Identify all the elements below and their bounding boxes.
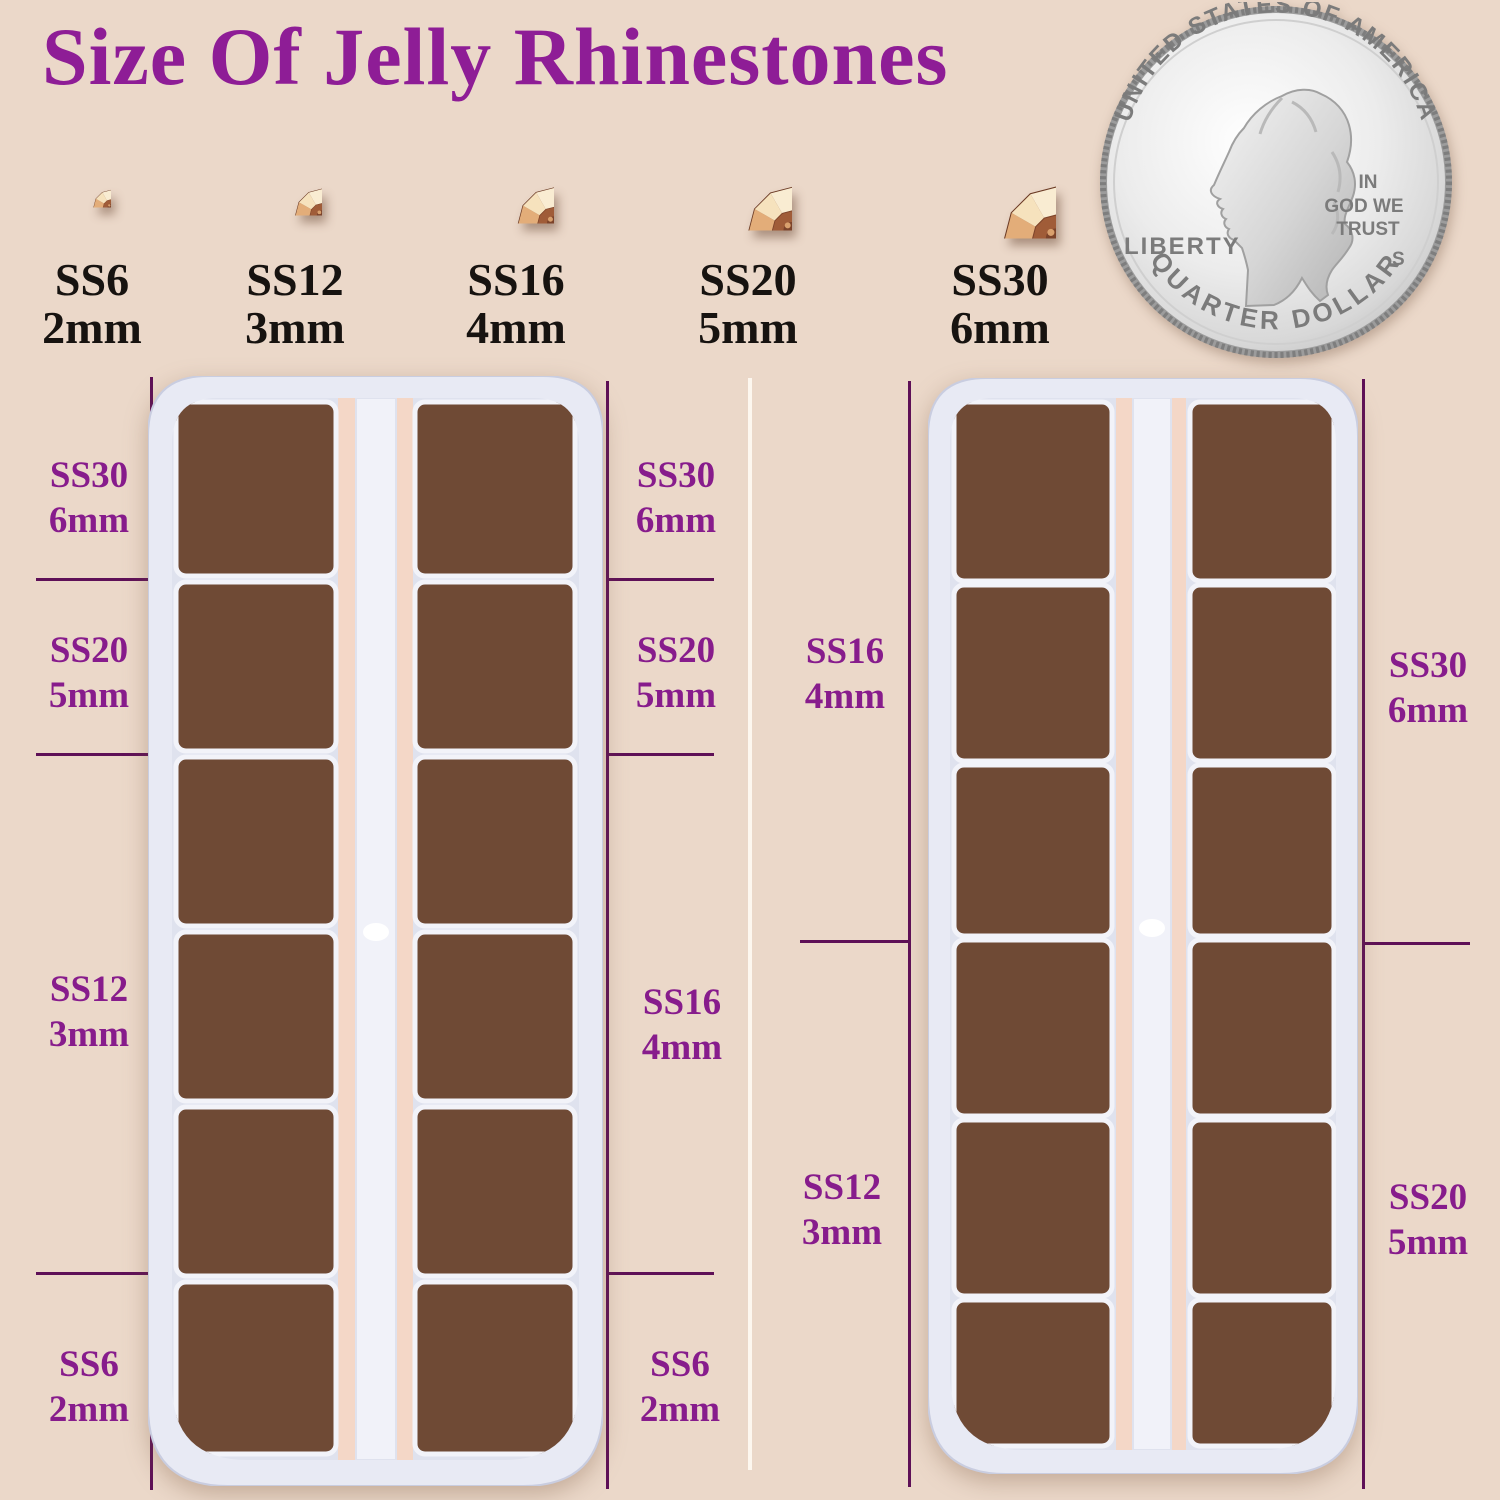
hinge-highlight — [1139, 919, 1165, 937]
label-left-box-right-ss16: SS16 4mm — [641, 982, 723, 1068]
sample-stone-ss16 — [476, 146, 554, 229]
coin-motto-line3: TRUST — [1336, 219, 1400, 240]
cell-l6-ss12 — [951, 1297, 1115, 1449]
cell-r2-ss20 — [412, 579, 578, 754]
cell-r3-ss16 — [412, 754, 578, 929]
tick-left-b — [36, 753, 153, 756]
coin-motto-line2: GOD WE — [1324, 196, 1403, 217]
tick-right-inner — [800, 940, 911, 943]
coin-mint-mark: S — [1392, 249, 1405, 270]
right-rhinestone-box — [928, 378, 1358, 1474]
cell-r5-ss20 — [1187, 1117, 1336, 1299]
cell-r3-ss30 — [1187, 762, 1336, 939]
cell-l3-ss16 — [951, 762, 1115, 939]
sample-stone-ss30 — [944, 127, 1056, 244]
tick-right-outer — [1362, 942, 1470, 945]
cell-l2-ss16 — [951, 582, 1115, 764]
cell-l1-ss16 — [951, 399, 1115, 584]
washington-profile — [1209, 88, 1356, 308]
cell-l5-ss12 — [173, 1104, 339, 1279]
cell-l2-ss20 — [173, 579, 339, 754]
sample-label-ss6: SS6 2mm — [42, 254, 142, 353]
label-left-box-left-ss20: SS20 5mm — [48, 630, 130, 716]
divider-line-center — [748, 378, 752, 1470]
tick-left-inner-a — [606, 578, 714, 581]
guide-line-right-outer — [1362, 379, 1365, 1489]
sample-label-ss16: SS16 4mm — [466, 254, 566, 353]
label-left-box-left-ss12: SS12 3mm — [48, 969, 130, 1055]
guide-line-right-inner — [908, 381, 911, 1487]
cell-l3-ss12 — [173, 754, 339, 929]
cell-r4-ss20 — [1187, 937, 1336, 1119]
label-left-box-right-ss20: SS20 5mm — [635, 630, 717, 716]
guide-line-left-inner — [606, 381, 609, 1489]
coin-reeding — [1100, 6, 1452, 358]
label-left-box-right-ss30: SS30 6mm — [635, 455, 717, 541]
tick-left-inner-b — [606, 753, 714, 756]
tick-left-inner-c — [606, 1272, 714, 1275]
coin-liberty-text: LIBERTY — [1124, 233, 1241, 260]
cell-l4-ss12 — [173, 929, 339, 1104]
cell-r6-ss20 — [1187, 1297, 1336, 1449]
cell-r2-ss30 — [1187, 582, 1336, 764]
cell-l6-ss6 — [173, 1279, 339, 1457]
cell-r6-ss6 — [412, 1279, 578, 1457]
label-right-box-left-ss12: SS12 3mm — [801, 1167, 883, 1253]
cell-l4-ss12 — [951, 937, 1115, 1119]
quarter-coin: UNITED STATES OF AMERICA QUARTER DOLLAR … — [1100, 2, 1452, 358]
sample-stone-ss6 — [73, 170, 111, 213]
label-right-box-right-ss20: SS20 5mm — [1387, 1177, 1469, 1263]
hinge-highlight — [363, 923, 389, 941]
label-left-box-right-ss6: SS6 2mm — [639, 1344, 721, 1430]
cell-l1-ss30 — [173, 399, 339, 579]
sample-label-ss20: SS20 5mm — [698, 254, 798, 353]
tick-left-c — [36, 1272, 153, 1275]
label-right-box-right-ss30: SS30 6mm — [1387, 645, 1469, 731]
cell-l5-ss12 — [951, 1117, 1115, 1299]
hair-detail-lines — [1258, 96, 1342, 235]
cell-r5-ss16 — [412, 1104, 578, 1279]
tick-left-a — [36, 578, 153, 581]
sample-stone-ss12 — [264, 158, 322, 221]
cell-r1-ss30 — [412, 399, 578, 579]
left-rhinestone-box — [148, 376, 603, 1486]
page-title: Size Of Jelly Rhinestones — [42, 11, 949, 102]
coin-motto-line1: IN — [1359, 172, 1378, 193]
label-right-box-left-ss16: SS16 4mm — [804, 631, 886, 717]
sample-label-ss12: SS12 3mm — [245, 254, 345, 353]
label-left-box-left-ss30: SS30 6mm — [48, 455, 130, 541]
cell-r1-ss30 — [1187, 399, 1336, 584]
label-left-box-left-ss6: SS6 2mm — [48, 1344, 130, 1430]
cell-r4-ss16 — [412, 929, 578, 1104]
sample-stone-ss20 — [698, 137, 792, 236]
sample-label-ss30: SS30 6mm — [950, 254, 1050, 353]
